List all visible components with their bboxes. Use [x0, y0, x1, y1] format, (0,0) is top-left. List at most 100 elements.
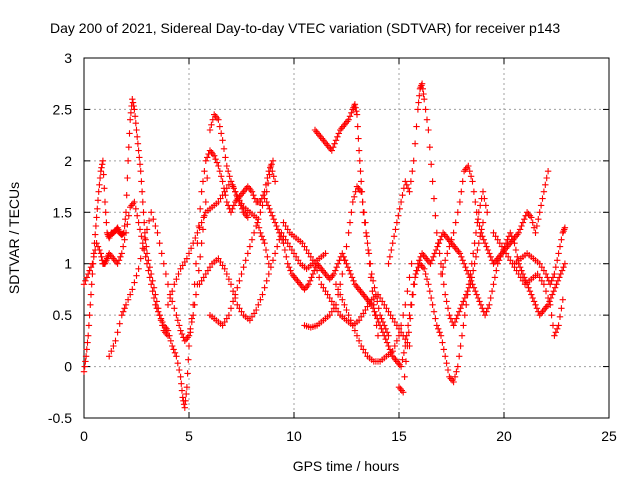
data-point — [223, 198, 230, 206]
data-point — [244, 250, 251, 257]
data-point — [387, 311, 394, 319]
data-point — [535, 215, 542, 223]
series-track-n — [437, 162, 552, 278]
data-point — [119, 231, 126, 238]
data-point — [446, 243, 453, 250]
data-point — [266, 171, 273, 178]
data-point — [345, 311, 352, 319]
data-point — [468, 274, 475, 281]
data-point — [540, 188, 548, 195]
data-point — [461, 311, 468, 319]
data-point — [484, 246, 492, 254]
data-point — [481, 195, 488, 202]
y-tick-label: 2.5 — [53, 101, 73, 117]
data-point — [225, 275, 233, 283]
data-point — [556, 313, 564, 321]
data-point — [339, 250, 346, 257]
data-point — [549, 274, 557, 281]
data-point — [86, 311, 93, 319]
data-point — [360, 209, 367, 216]
data-point — [406, 311, 413, 319]
data-point — [187, 325, 194, 333]
series-track-j — [311, 101, 392, 339]
data-point — [477, 229, 485, 237]
data-point — [397, 363, 405, 370]
data-point — [138, 178, 145, 185]
x-tick-label: 15 — [391, 428, 407, 444]
data-point — [215, 198, 222, 206]
data-point — [416, 257, 423, 264]
data-point — [164, 301, 172, 309]
data-point — [561, 224, 569, 231]
data-point — [399, 191, 406, 199]
data-point — [395, 212, 402, 219]
data-point — [269, 167, 276, 175]
data-point — [353, 111, 361, 118]
data-point — [477, 301, 485, 309]
data-point — [138, 233, 145, 240]
data-point — [507, 257, 514, 264]
data-point — [131, 198, 138, 206]
data-point — [185, 332, 193, 339]
series-track-e — [196, 229, 329, 324]
data-point — [460, 260, 468, 267]
data-point — [376, 311, 384, 319]
data-point — [358, 342, 365, 350]
data-point — [261, 195, 268, 202]
data-point — [340, 253, 347, 261]
data-point — [225, 181, 233, 189]
data-point — [219, 137, 226, 144]
data-point — [118, 311, 125, 319]
data-point — [181, 404, 188, 411]
data-point — [133, 272, 140, 279]
data-point — [94, 205, 101, 213]
data-point — [474, 219, 481, 226]
data-point — [407, 178, 415, 185]
data-point — [204, 267, 212, 274]
data-point — [169, 298, 176, 305]
data-point — [84, 339, 91, 346]
data-point — [397, 329, 405, 336]
data-point — [124, 157, 132, 165]
data-point — [177, 327, 184, 334]
data-point — [281, 246, 289, 254]
data-point — [530, 298, 538, 305]
data-point — [129, 99, 137, 106]
data-point — [393, 337, 401, 345]
data-point — [122, 209, 130, 216]
data-point — [83, 346, 90, 353]
data-point — [200, 274, 207, 281]
data-point — [474, 246, 481, 254]
data-point — [386, 253, 394, 261]
data-point — [143, 260, 151, 267]
data-point — [529, 294, 536, 302]
data-point — [373, 322, 380, 329]
data-point — [101, 198, 109, 206]
data-point — [385, 332, 392, 339]
series-track-k — [332, 260, 415, 365]
data-point — [99, 161, 106, 168]
data-point — [149, 277, 156, 285]
data-point — [427, 260, 434, 267]
data-point — [260, 236, 267, 243]
data-point — [195, 267, 202, 274]
data-point — [117, 253, 124, 261]
data-point — [332, 137, 340, 144]
data-point — [413, 123, 420, 130]
data-point — [123, 191, 130, 199]
data-point — [169, 287, 176, 295]
data-point — [178, 380, 185, 387]
data-point — [362, 306, 369, 314]
data-point — [124, 174, 131, 182]
data-point — [127, 291, 134, 298]
data-point — [177, 265, 184, 273]
data-point — [185, 342, 193, 350]
data-point — [139, 198, 146, 206]
data-point — [345, 116, 352, 123]
data-point — [364, 303, 371, 310]
data-point — [277, 233, 284, 240]
data-point — [463, 267, 471, 274]
data-point — [89, 270, 96, 278]
data-point — [487, 294, 494, 302]
data-point — [350, 277, 357, 285]
